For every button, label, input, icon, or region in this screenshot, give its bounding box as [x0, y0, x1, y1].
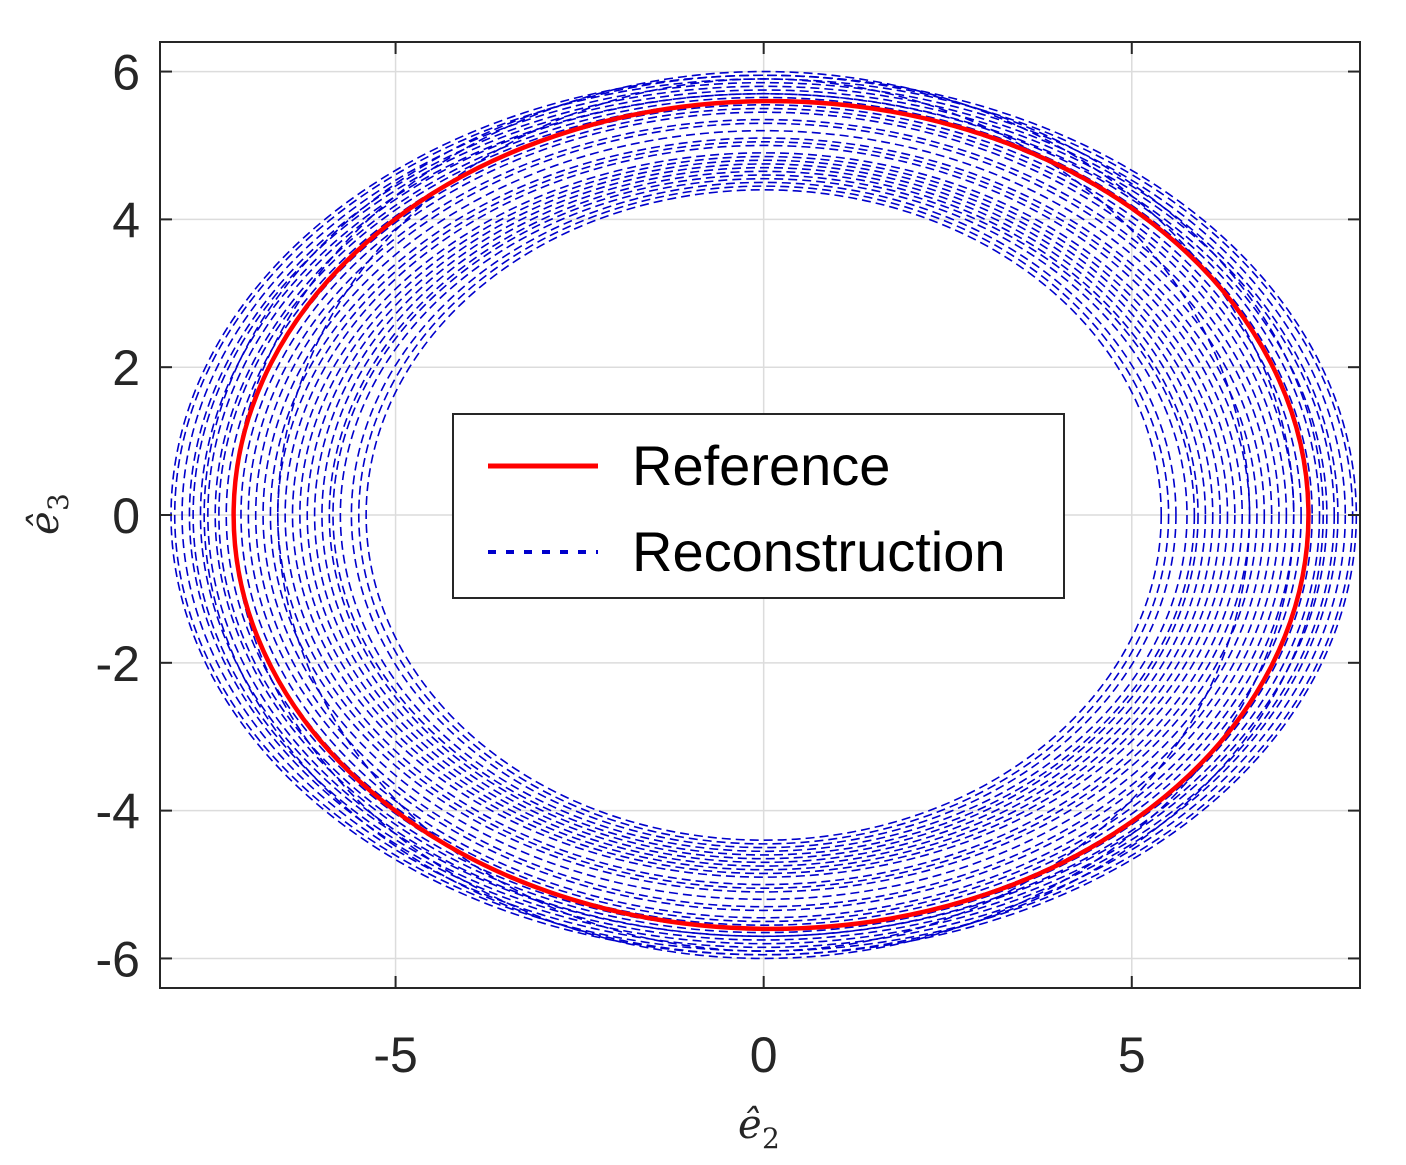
y-axis-label-main: ê — [22, 511, 68, 535]
y-axis-label-subscript: 3 — [42, 493, 75, 511]
reconstruction-orbit — [339, 177, 1188, 853]
series-reference — [231, 98, 1311, 932]
reconstruction-orbit — [284, 144, 1244, 886]
legend: Reference Reconstruction — [452, 413, 1065, 599]
reconstruction-orbit — [225, 104, 1302, 926]
reconstruction-orbit — [269, 137, 1258, 893]
x-tick-label: -5 — [373, 1027, 417, 1083]
reconstruction-orbit — [365, 189, 1163, 841]
reconstruction-orbit — [321, 166, 1207, 864]
grid-lines — [160, 42, 1360, 988]
x-tick-label: 5 — [1118, 1027, 1146, 1083]
x-tick-label: 0 — [750, 1027, 778, 1083]
reconstruction-orbit — [332, 174, 1196, 856]
reconstruction-orbit — [276, 78, 1251, 952]
series-reconstruction — [170, 70, 1358, 960]
reconstruction-orbit — [299, 155, 1229, 875]
axis-ticks: -5 0 5 -6 -4 -2 0 2 4 6 — [96, 42, 1360, 1083]
y-tick-label: 4 — [112, 192, 140, 248]
reconstruction-orbit — [306, 159, 1221, 871]
reconstruction-orbit — [262, 129, 1266, 901]
reconstruction-orbit — [188, 85, 1339, 945]
reference-orbit — [231, 98, 1311, 932]
y-tick-label: -6 — [96, 931, 140, 987]
reconstruction-orbit — [254, 122, 1273, 908]
reconstruction-orbit — [240, 111, 1288, 919]
reconstruction-orbit — [181, 81, 1347, 949]
y-tick-label: -4 — [96, 784, 140, 840]
reconstruction-orbit — [207, 92, 1321, 938]
reconstruction-orbit — [313, 163, 1214, 867]
y-tick-label: 6 — [112, 45, 140, 101]
y-tick-label: 0 — [112, 488, 140, 544]
reconstruction-orbit — [350, 181, 1177, 849]
y-tick-label: -2 — [96, 636, 140, 692]
reconstruction-orbit — [247, 118, 1280, 912]
reconstruction-orbit — [214, 96, 1313, 934]
legend-label-reference: Reference — [632, 434, 890, 497]
reconstruction-orbit — [203, 74, 1324, 956]
reconstruction-orbit — [291, 152, 1236, 878]
x-axis-label-main: ê — [738, 1102, 762, 1148]
y-tick-label: 2 — [112, 340, 140, 396]
reconstruction-orbit — [192, 89, 1336, 941]
reconstruction-orbit — [328, 170, 1199, 860]
y-axis-label: ê 3 — [22, 493, 75, 535]
x-axis-label: ê 2 — [738, 1102, 780, 1155]
reconstruction-orbit — [357, 185, 1170, 845]
legend-box — [452, 413, 1065, 599]
legend-label-reconstruction: Reconstruction — [632, 520, 1006, 583]
x-axis-label-subscript: 2 — [762, 1122, 780, 1155]
